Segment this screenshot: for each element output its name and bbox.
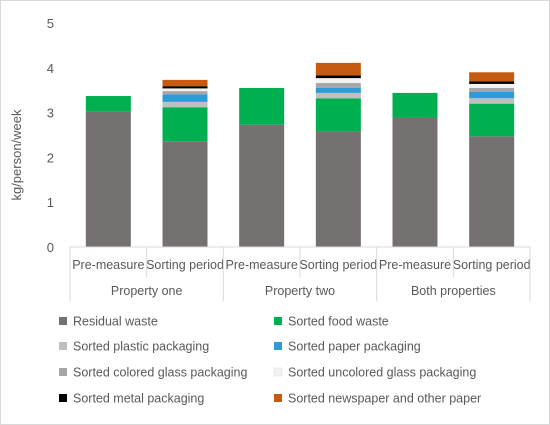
legend-label: Sorted newspaper and other paper — [288, 392, 481, 406]
legend-label: Sorted paper packaging — [288, 340, 421, 354]
bar-segment — [469, 87, 515, 92]
bar-segment — [315, 62, 361, 76]
x-group-label: Property two — [265, 284, 335, 298]
bar-segment — [315, 75, 361, 79]
x-tick-label: Pre-measure — [379, 258, 451, 272]
bar-segment — [162, 101, 208, 108]
legend-label: Sorted food waste — [288, 315, 389, 329]
y-tick-label: 0 — [47, 240, 54, 255]
bar-segment — [315, 98, 361, 132]
y-tick-label: 2 — [47, 150, 54, 165]
bar-segment — [85, 96, 131, 112]
plot-area — [85, 62, 515, 247]
bar-segment — [315, 131, 361, 247]
x-tick-label: Sorting period — [299, 258, 377, 272]
bar-segment — [469, 91, 515, 99]
legend-label: Sorted plastic packaging — [73, 340, 209, 354]
bar-segment — [315, 78, 361, 84]
y-axis: 0 1 2 3 4 5 — [47, 16, 54, 255]
x-axis: Pre-measure Sorting period Pre-measure Sort… — [69, 246, 531, 301]
x-tick-label: Pre-measure — [226, 258, 298, 272]
bar-segment — [469, 98, 515, 104]
bar-segment — [239, 87, 285, 125]
legend-swatch — [274, 317, 282, 325]
bar-segment — [162, 141, 208, 247]
bar-segment — [392, 117, 438, 247]
x-tick-label: Sorting period — [453, 258, 531, 272]
y-tick-label: 4 — [47, 61, 54, 76]
y-tick-label: 1 — [47, 195, 54, 210]
bar-segment — [469, 83, 515, 88]
bar-segment — [469, 103, 515, 137]
legend-label: Sorted colored glass packaging — [73, 366, 247, 380]
bar-segment — [392, 92, 438, 118]
bar-segment — [162, 79, 208, 87]
legend-swatch — [59, 342, 67, 350]
bar-segment — [162, 86, 208, 89]
y-tick-label: 5 — [47, 16, 54, 31]
y-axis-label: kg/person/week — [9, 109, 24, 201]
legend-swatch — [274, 342, 282, 350]
legend-swatch — [274, 394, 282, 402]
bar-segment — [315, 83, 361, 88]
x-group-label: Both properties — [411, 284, 496, 298]
bar-segment — [162, 94, 208, 102]
legend-swatch — [273, 367, 283, 377]
bar-segment — [469, 72, 515, 82]
bar-segment — [162, 107, 208, 142]
bar-segment — [469, 136, 515, 247]
bar-segment — [239, 124, 285, 247]
bar-segment — [469, 81, 515, 84]
legend-label: Sorted metal packaging — [73, 392, 204, 406]
x-tick-label: Pre-measure — [72, 258, 144, 272]
bar-segment — [315, 87, 361, 93]
x-tick-label: Sorting period — [146, 258, 224, 272]
legend: Residual waste Sorted food waste Sorted pl… — [59, 315, 481, 406]
legend-swatch — [59, 394, 67, 402]
legend-label: Residual waste — [73, 315, 158, 329]
bar-segment — [162, 91, 208, 95]
y-tick-label: 3 — [47, 106, 54, 121]
bar-segment — [315, 92, 361, 99]
x-group-label: Property one — [111, 284, 183, 298]
bar-segment — [85, 111, 131, 247]
legend-swatch — [59, 317, 67, 325]
legend-swatch — [59, 368, 67, 376]
legend-label: Sorted uncolored glass packaging — [288, 366, 476, 380]
bar-segment — [162, 88, 208, 92]
